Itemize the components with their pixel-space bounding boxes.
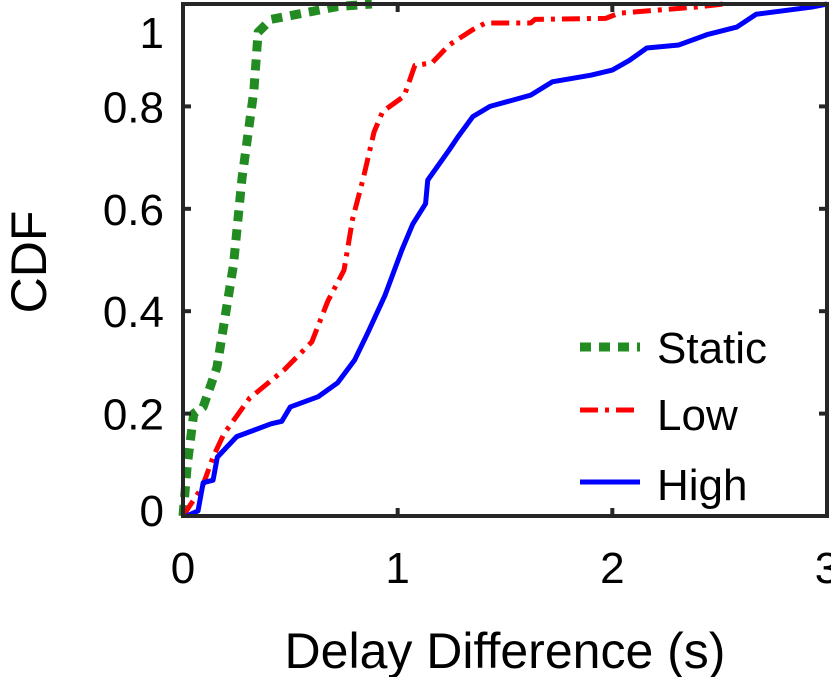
legend-label-static: Static — [657, 324, 767, 373]
x-axis-label: Delay Difference (s) — [285, 623, 726, 677]
plot-frame — [181, 2, 829, 518]
legend-label-high: High — [657, 461, 748, 510]
x-tick-label: 1 — [385, 544, 409, 593]
legend: Static Low High — [580, 324, 767, 510]
y-tick-label: 0 — [140, 487, 164, 536]
y-tick-label: 1 — [140, 9, 164, 58]
y-tick-label: 0.2 — [103, 391, 164, 440]
y-tick-label: 0.4 — [103, 288, 164, 337]
legend-label-low: Low — [657, 391, 738, 440]
series-line-static — [178, 0, 373, 517]
series-line-low — [180, 1, 725, 518]
x-tick-label: 0 — [171, 544, 195, 593]
y-axis-label: CDF — [1, 211, 57, 314]
series-layer — [178, 0, 828, 519]
x-tick-label: 2 — [600, 544, 624, 593]
x-tick-label: 3 — [815, 544, 831, 593]
y-tick-label: 0.6 — [103, 186, 164, 235]
y-tick-label: 0.8 — [103, 83, 164, 132]
ticks-layer: 0 1 2 3 0 0.2 0.4 0.6 0.8 1 — [103, 2, 831, 593]
series-line-high — [185, 1, 828, 519]
